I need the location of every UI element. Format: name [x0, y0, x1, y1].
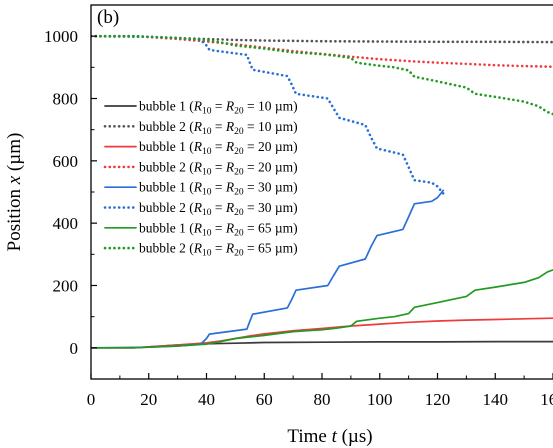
legend-label-4: bubble 2 (R10 = R20 = 20 µm) — [139, 159, 298, 177]
y-tick-label: 200 — [53, 277, 79, 296]
x-axis-title: Time t (µs) — [287, 426, 372, 447]
series-layer — [91, 34, 553, 349]
series-line-5 — [91, 189, 445, 349]
series-line-8 — [91, 34, 553, 116]
y-tick-label: 1000 — [44, 27, 78, 46]
x-tick-label: 160 — [540, 390, 553, 409]
y-tick-label: 0 — [70, 339, 79, 358]
x-tick-label: 60 — [256, 390, 273, 409]
x-tick-label: 0 — [87, 390, 96, 409]
legend-label-2: bubble 2 (R10 = R20 = 10 µm) — [139, 119, 298, 137]
y-tick-label: 800 — [53, 90, 79, 109]
panel-label: (b) — [97, 7, 119, 28]
legend-label-3: bubble 1 (R10 = R20 = 20 µm) — [139, 139, 298, 157]
x-tick-label: 100 — [367, 390, 393, 409]
x-tick-label: 40 — [198, 390, 215, 409]
series-line-4 — [91, 34, 553, 68]
y-tick-label: 400 — [53, 214, 79, 233]
x-tick-label: 80 — [314, 390, 331, 409]
series-line-7 — [91, 269, 553, 349]
x-tick-label: 120 — [425, 390, 451, 409]
y-axis-title: Position x (µm) — [4, 133, 25, 252]
legend: bubble 1 (R10 = R20 = 10 µm) bubble 2 (R1… — [103, 99, 298, 259]
ticks-layer: 0 20 40 60 80 100 120 140 160 0 200 400 600 800 1000 — [44, 27, 553, 409]
x-tick-label: 20 — [140, 390, 157, 409]
series-line-6 — [91, 34, 445, 195]
y-tick-label: 600 — [53, 152, 79, 171]
legend-label-8: bubble 2 (R10 = R20 = 65 µm) — [139, 241, 298, 259]
legend-label-5: bubble 1 (R10 = R20 = 30 µm) — [139, 180, 298, 198]
legend-label-7: bubble 1 (R10 = R20 = 65 µm) — [139, 220, 298, 238]
x-tick-label: 140 — [483, 390, 509, 409]
series-line-3 — [91, 317, 553, 349]
legend-label-6: bubble 2 (R10 = R20 = 30 µm) — [139, 200, 298, 218]
legend-label-1: bubble 1 (R10 = R20 = 10 µm) — [139, 99, 298, 117]
